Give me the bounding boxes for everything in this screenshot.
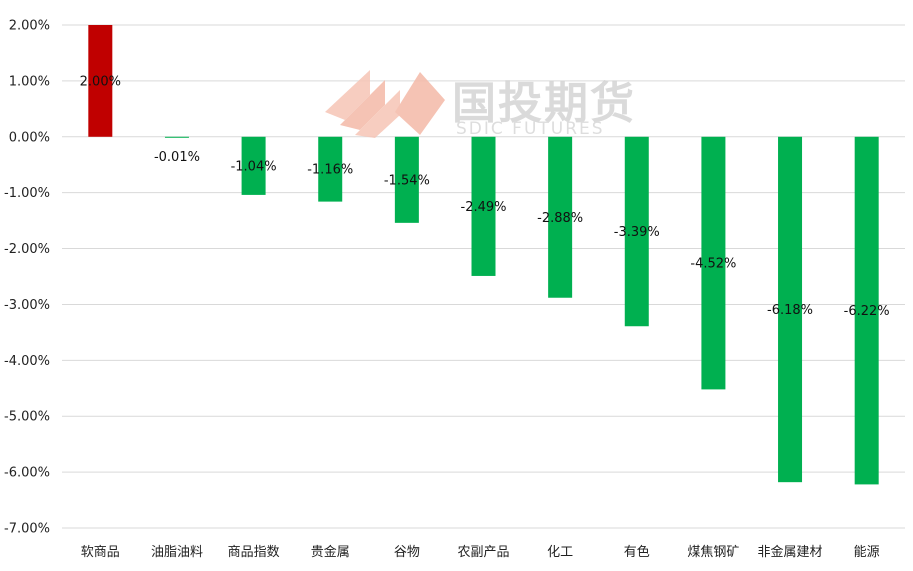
y-tick-label: -2.00% (4, 242, 50, 257)
data-label: -2.88% (537, 211, 583, 226)
data-label: -4.52% (690, 257, 736, 272)
sdic-logo-icon (325, 70, 445, 138)
bar-10 (778, 136, 803, 483)
bar-2 (164, 136, 189, 138)
bar-5 (394, 136, 419, 223)
y-tick-label: -4.00% (4, 354, 50, 369)
data-label: -2.49% (461, 200, 507, 215)
bar-7 (548, 136, 573, 298)
bars (88, 25, 879, 485)
data-label: -0.01% (154, 150, 200, 165)
y-tick-label: -1.00% (4, 186, 50, 201)
y-axis-tick-labels: 2.00% 1.00% 0.00% -1.00% -2.00% -3.00% -4.00% -… (4, 19, 50, 537)
watermark-name-cn: 国投期货 (452, 78, 636, 129)
x-category-label: 非金属建材 (758, 544, 823, 560)
x-category-label: 化工 (547, 545, 573, 560)
x-category-label: 贵金属 (311, 544, 350, 560)
bar-8 (624, 136, 649, 327)
x-category-label: 谷物 (394, 545, 420, 560)
data-label: 2.00% (80, 74, 121, 89)
data-label: -1.16% (307, 163, 353, 178)
y-tick-label: -3.00% (4, 298, 50, 313)
y-tick-label: 0.00% (9, 130, 50, 145)
x-category-label: 软商品 (81, 545, 120, 560)
bar-3 (241, 136, 266, 195)
bar-4 (318, 136, 343, 202)
data-labels: 2.00% -0.01% -1.04% -1.16% -1.54% -2.49% -2.88… (80, 74, 890, 319)
y-tick-label: -5.00% (4, 410, 50, 425)
x-category-label: 油脂油料 (151, 545, 203, 560)
data-label: -1.54% (384, 173, 430, 188)
bar-6 (471, 136, 496, 276)
watermark-logo: 国投期货 SDIC FUTURES (325, 70, 636, 139)
y-tick-label: 1.00% (9, 74, 50, 89)
x-category-label: 商品指数 (228, 545, 280, 560)
data-label: -6.22% (844, 304, 890, 319)
y-tick-label: -7.00% (4, 522, 50, 537)
x-axis-category-labels: 软商品 油脂油料 商品指数 贵金属 谷物 农副产品 化工 有色 煤焦钢矿 非金属建材 能源 (81, 544, 880, 560)
x-category-label: 有色 (624, 544, 650, 560)
watermark-name-en: SDIC FUTURES (456, 119, 605, 139)
data-label: -6.18% (767, 303, 813, 318)
x-category-label: 能源 (854, 545, 880, 560)
bar-9 (701, 136, 726, 390)
data-label: -3.39% (614, 225, 660, 240)
y-tick-label: 2.00% (9, 19, 50, 34)
bar-11 (854, 136, 879, 485)
data-label: -1.04% (231, 159, 277, 174)
bar-1 (88, 25, 113, 137)
y-tick-label: -6.00% (4, 466, 50, 481)
x-category-label: 农副产品 (457, 545, 509, 560)
x-category-label: 煤焦钢矿 (687, 545, 739, 560)
